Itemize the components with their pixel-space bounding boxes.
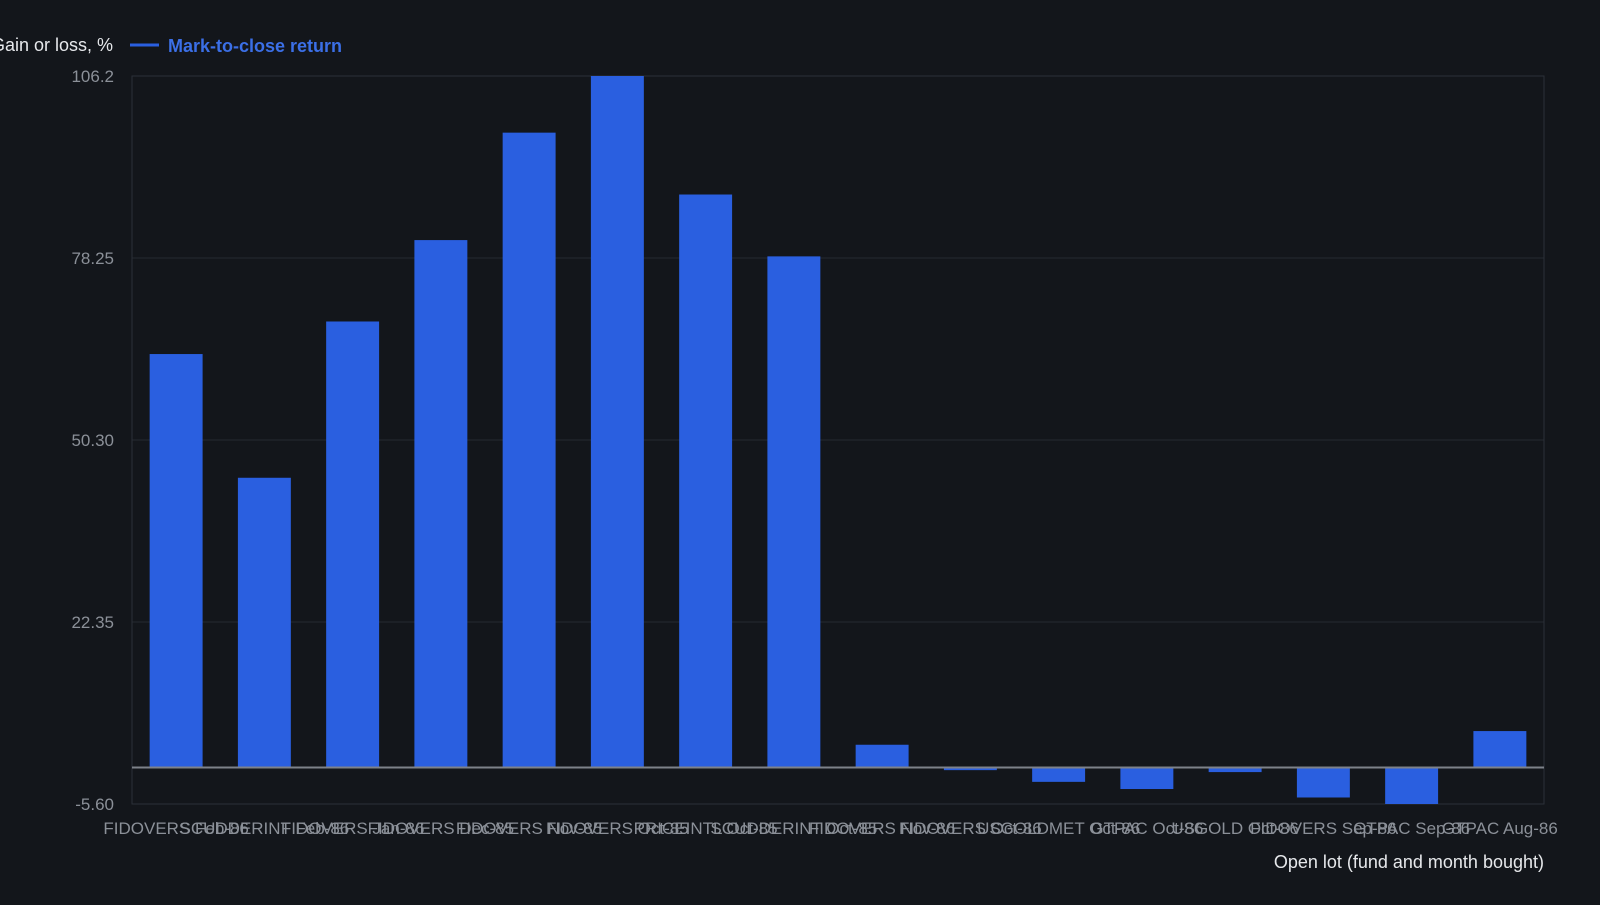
x-tick-label: USGOLDMET Oct-86 [977, 819, 1140, 838]
bar[interactable] [943, 767, 997, 771]
y-tick-label: 78.25 [71, 249, 114, 268]
x-tick-label: FIDOVERS Nov-85 [456, 819, 602, 838]
x-tick-label: FIDOVERS Nov-86 [809, 819, 955, 838]
x-tick-label: PRICEINTL Oct-85 [634, 819, 778, 838]
bar[interactable] [1296, 767, 1350, 798]
bar[interactable] [326, 321, 380, 768]
x-axis-title: Open lot (fund and month bought) [1274, 852, 1544, 872]
bar[interactable] [1385, 767, 1439, 804]
x-tick-label: FIDOVERS Dec-85 [368, 819, 514, 838]
bar[interactable] [1208, 767, 1262, 773]
bar[interactable] [502, 132, 556, 768]
x-tick-label: GTPAC Oct-86 [1090, 819, 1203, 838]
x-tick-label: FIDOVERS Feb-86 [103, 819, 249, 838]
legend: Mark-to-close return [130, 36, 342, 56]
x-tick-label: GTPAC Aug-86 [1442, 819, 1558, 838]
x-tick-label: GTPAC Sep-86 [1353, 819, 1470, 838]
plot-frame [131, 75, 1545, 805]
x-tick-label: FIDOVERS Sep-86 [1250, 819, 1396, 838]
bar[interactable] [149, 354, 203, 768]
x-tick-label: SCUDDERINT Feb-86 [180, 819, 350, 838]
bar[interactable] [590, 76, 644, 768]
bar[interactable] [855, 744, 909, 768]
x-tick-label: USGOLD Oct-86 [1171, 819, 1299, 838]
y-tick-label: 22.35 [71, 613, 114, 632]
x-tick-label: SCUDDERINT Oct-85 [710, 819, 877, 838]
y-tick-label: -5.60 [75, 795, 114, 814]
bar[interactable] [1120, 767, 1174, 790]
bar[interactable] [1473, 731, 1527, 768]
bar[interactable] [237, 477, 291, 768]
bar[interactable] [679, 194, 733, 768]
bar[interactable] [414, 240, 468, 768]
y-tick-label: 50.30 [71, 431, 114, 450]
y-axis-title: Gain or loss, % [0, 35, 113, 55]
y-axis-ticks: -5.60 22.35 50.30 78.25 106.2 [71, 67, 114, 814]
x-tick-label: FIDOVERS Jan-86 [281, 819, 425, 838]
bar[interactable] [1032, 767, 1086, 782]
bar[interactable] [767, 256, 821, 768]
x-tick-label: FIDOVERS Oct-85 [546, 819, 689, 838]
y-tick-label: 106.2 [71, 67, 114, 86]
bars [149, 76, 1527, 804]
x-tick-label: FIDOVERS Oct-86 [899, 819, 1042, 838]
legend-label-mark-to-close: Mark-to-close return [168, 36, 342, 56]
